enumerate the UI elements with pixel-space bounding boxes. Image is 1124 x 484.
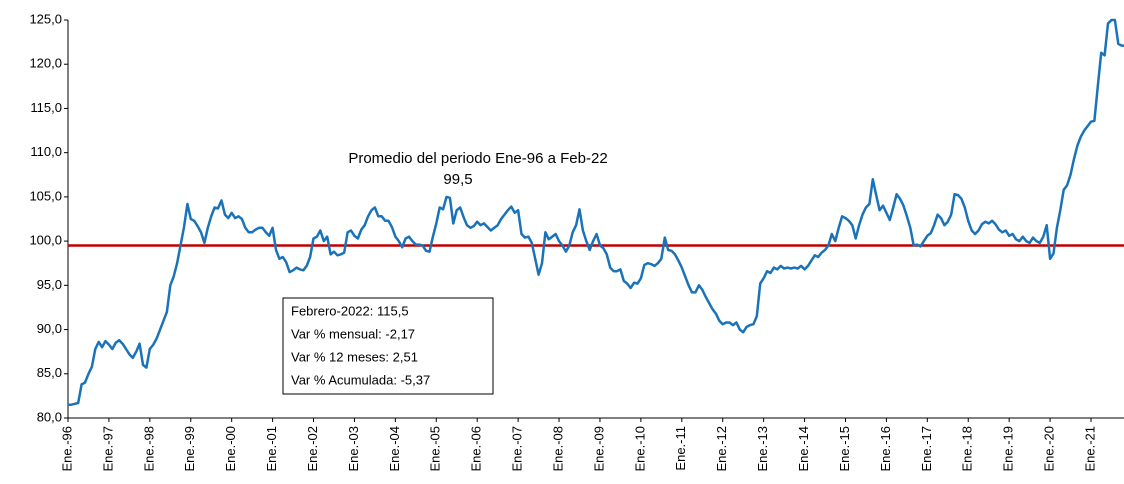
x-tick-label: Ene.-14 [796, 426, 811, 472]
y-tick-label: 95,0 [37, 277, 62, 292]
x-tick-label: Ene.-09 [591, 426, 606, 472]
x-tick-label: Ene.-19 [1001, 426, 1016, 472]
x-tick-label: Ene.-05 [428, 426, 443, 472]
info-line: Var % Acumulada: -5,37 [291, 372, 430, 387]
y-tick-label: 80,0 [37, 409, 62, 424]
x-tick-label: Ene.-08 [550, 426, 565, 472]
x-tick-label: Ene.-15 [837, 426, 852, 472]
info-line: Var % mensual: -2,17 [291, 326, 415, 341]
y-tick-label: 100,0 [29, 233, 62, 248]
x-tick-label: Ene.-02 [305, 426, 320, 472]
x-tick-label: Ene.-99 [182, 426, 197, 472]
series-line [68, 18, 1124, 406]
x-tick-label: Ene.-13 [755, 426, 770, 472]
x-tick-label: Ene.-16 [878, 426, 893, 472]
average-label: Promedio del periodo Ene-96 a Feb-22 [348, 150, 607, 167]
x-tick-label: Ene.-21 [1082, 426, 1097, 472]
average-value: 99,5 [443, 171, 472, 188]
x-tick-label: Ene.-12 [714, 426, 729, 472]
x-tick-label: Ene.-98 [141, 426, 156, 472]
y-tick-label: 110,0 [30, 144, 62, 159]
x-tick-label: Ene.-04 [387, 426, 402, 472]
y-tick-label: 90,0 [37, 321, 62, 336]
x-tick-label: Ene.-06 [469, 426, 484, 472]
x-tick-label: Ene.-07 [510, 426, 525, 472]
y-tick-label: 85,0 [37, 365, 62, 380]
x-tick-label: Ene.-20 [1042, 426, 1057, 472]
x-tick-label: Ene.-00 [223, 426, 238, 472]
info-box [282, 297, 494, 395]
x-tick-label: Ene.-18 [960, 426, 975, 472]
y-tick-label: 125,0 [29, 11, 62, 26]
x-tick-label: Ene.-96 [59, 426, 74, 472]
x-tick-label: Ene.-97 [100, 426, 115, 472]
x-tick-label: Ene.-10 [632, 426, 647, 472]
y-tick-label: 105,0 [29, 188, 62, 203]
info-line: Var % 12 meses: 2,51 [291, 349, 418, 364]
x-tick-label: Ene.-17 [919, 426, 934, 472]
info-line: Febrero-2022: 115,5 [291, 303, 409, 318]
y-tick-label: 120,0 [29, 56, 62, 71]
y-tick-label: 115,0 [30, 100, 62, 115]
x-tick-label: Ene.-01 [264, 426, 279, 472]
x-tick-label: Ene.-11 [673, 426, 688, 471]
x-tick-label: Ene.-03 [346, 426, 361, 472]
